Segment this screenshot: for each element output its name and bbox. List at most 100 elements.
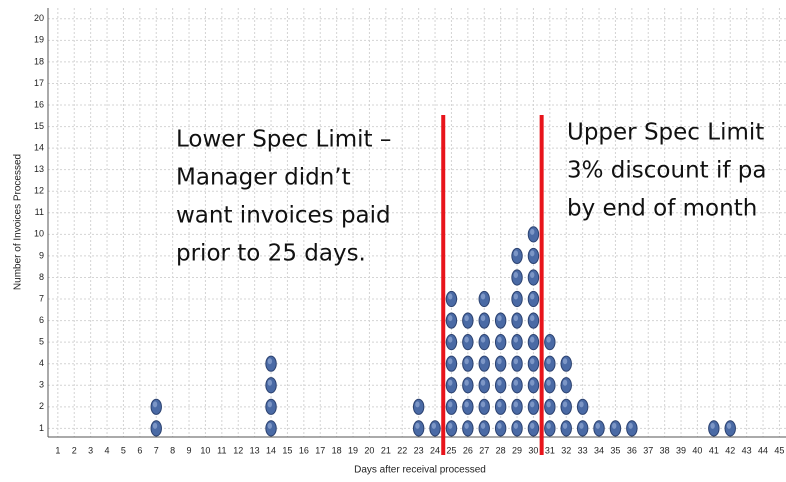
y-axis-title: Number of Invoices Processed xyxy=(13,154,24,290)
x-tick-label: 1 xyxy=(55,445,60,455)
dot-highlight xyxy=(513,315,519,322)
dot-highlight xyxy=(267,401,273,408)
dot-highlight xyxy=(497,422,502,429)
x-tick-label: 3 xyxy=(88,445,93,455)
x-tick-label: 36 xyxy=(627,445,637,455)
dot-highlight xyxy=(562,422,568,429)
dot-highlight xyxy=(497,336,502,343)
y-tick-label: 2 xyxy=(39,401,44,411)
x-tick-label: 43 xyxy=(742,445,752,455)
dot-highlight xyxy=(497,401,502,408)
x-tick-label: 29 xyxy=(512,445,522,455)
x-tick-label: 41 xyxy=(709,445,719,455)
x-tick-label: 31 xyxy=(545,445,555,455)
y-tick-label: 20 xyxy=(34,13,44,23)
y-tick-label: 7 xyxy=(39,293,44,303)
x-tick-label: 12 xyxy=(233,445,243,455)
dot-highlight xyxy=(530,271,535,278)
annotation: want invoices paid xyxy=(176,203,391,229)
dot-highlight xyxy=(513,401,519,408)
annotation: 3% discount if pa xyxy=(567,158,766,184)
dot-highlight xyxy=(530,401,535,408)
dot-highlight xyxy=(530,228,535,235)
x-tick-label: 28 xyxy=(496,445,506,455)
dot-column xyxy=(576,398,589,437)
dot-highlight xyxy=(530,336,535,343)
x-tick-label: 22 xyxy=(397,445,407,455)
x-tick-label: 34 xyxy=(594,445,604,455)
dot-column xyxy=(593,420,605,437)
dot-highlight xyxy=(415,401,420,408)
dot-highlight xyxy=(267,358,273,365)
x-tick-label: 24 xyxy=(430,445,440,455)
annotation: by end of month xyxy=(567,196,757,222)
y-tick-label: 9 xyxy=(39,250,44,260)
x-tick-label: 44 xyxy=(758,445,768,455)
x-tick-label: 33 xyxy=(578,445,588,455)
dot-column xyxy=(626,420,638,437)
dot-column xyxy=(150,398,162,437)
x-tick-label: 37 xyxy=(643,445,653,455)
dot-highlight xyxy=(480,315,486,322)
y-tick-label: 12 xyxy=(34,186,44,196)
dot-highlight xyxy=(431,422,437,429)
dot-highlight xyxy=(448,315,453,322)
dot-column xyxy=(560,355,572,437)
y-tick-label: 11 xyxy=(35,207,44,217)
dot-column xyxy=(412,398,425,437)
x-axis-title: Days after receival processed xyxy=(354,465,486,476)
dot-highlight xyxy=(546,358,551,365)
dot-highlight xyxy=(513,422,519,429)
x-tick-label: 20 xyxy=(364,445,374,455)
dot-column xyxy=(462,312,474,437)
x-tick-label: 16 xyxy=(299,445,309,455)
y-tick-label: 5 xyxy=(39,337,44,347)
x-tick-label: 38 xyxy=(660,445,670,455)
dot-highlight xyxy=(480,401,486,408)
dot-highlight xyxy=(448,379,453,386)
dot-highlight xyxy=(267,422,273,429)
y-tick-label: 6 xyxy=(39,315,44,325)
dot-column xyxy=(544,334,556,437)
dot-column xyxy=(527,226,540,437)
dot-highlight xyxy=(267,379,273,386)
dot-highlight xyxy=(448,358,453,365)
dot-highlight xyxy=(464,401,469,408)
x-tick-label: 15 xyxy=(282,445,292,455)
dot-column xyxy=(265,355,277,437)
x-tick-label: 32 xyxy=(561,445,571,455)
dot-highlight xyxy=(513,336,519,343)
dot-column xyxy=(511,247,523,437)
dot-highlight xyxy=(530,315,535,322)
dot-highlight xyxy=(562,401,568,408)
y-tick-label: 8 xyxy=(39,272,44,282)
x-tick-label: 4 xyxy=(105,445,110,455)
dot-highlight xyxy=(513,250,519,257)
dot-highlight xyxy=(497,379,502,386)
dot-highlight xyxy=(546,401,551,408)
dot-column xyxy=(724,420,736,437)
dot-highlight xyxy=(513,358,519,365)
dot-column xyxy=(609,420,622,437)
x-tick-label: 35 xyxy=(610,445,620,455)
dot-highlight xyxy=(530,422,535,429)
x-tick-label: 11 xyxy=(217,445,226,455)
dot-highlight xyxy=(464,315,469,322)
y-tick-label: 4 xyxy=(39,358,44,368)
dot-column xyxy=(478,290,490,437)
y-tick-label: 10 xyxy=(34,229,44,239)
x-tick-label: 18 xyxy=(332,445,342,455)
y-tick-label: 16 xyxy=(34,99,44,109)
dot-highlight xyxy=(480,422,486,429)
y-tick-label: 18 xyxy=(34,56,44,66)
dot-highlight xyxy=(448,422,453,429)
dot-highlight xyxy=(546,336,551,343)
x-tick-label: 26 xyxy=(463,445,473,455)
x-tick-label: 17 xyxy=(315,445,325,455)
x-tick-label: 45 xyxy=(774,445,784,455)
dot-highlight xyxy=(448,293,453,300)
dot-column xyxy=(494,312,507,437)
y-tick-label: 19 xyxy=(34,35,44,45)
annotation: Manager didn’t xyxy=(176,165,351,191)
